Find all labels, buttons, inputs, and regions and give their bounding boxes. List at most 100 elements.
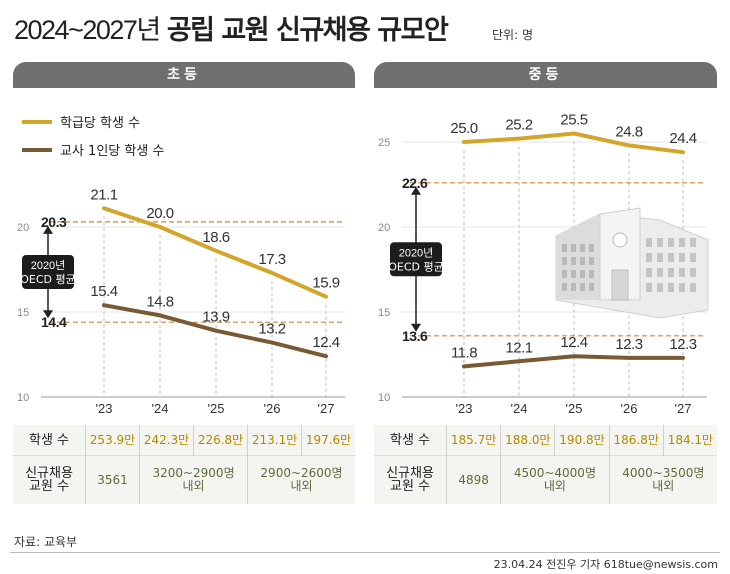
table-cell: 4500~4000명 내외: [500, 455, 610, 504]
series-line-students-per-class: [462, 131, 685, 155]
hires-label-line2: 교원 수: [28, 479, 69, 494]
table-cell: 4000~3500명 내외: [609, 455, 717, 504]
secondary-table: 학생 수 185.7만 188.0만 190.8만 186.8만 184.1만 …: [374, 425, 717, 504]
hires-value: 4898: [458, 472, 489, 487]
data-label: 12.3: [615, 336, 642, 353]
hires-value: 3561: [97, 472, 128, 487]
hires-value: 4000~3500명: [622, 466, 705, 480]
table-cell: 253.9만: [85, 425, 141, 456]
arrow-down-icon: [411, 323, 421, 332]
y-tick-label: 15: [17, 307, 29, 319]
table-cell: 188.0만: [500, 425, 556, 456]
legend-label-students-per-class: 학급당 학생 수: [60, 116, 140, 131]
data-label: 12.4: [312, 334, 339, 351]
y-tick-label: 10: [378, 392, 390, 404]
x-tick-label: '27: [675, 401, 692, 416]
y-tick-label: 10: [17, 392, 29, 404]
table-label-hires: 신규채용 교원 수: [374, 455, 447, 504]
data-label: 21.1: [90, 186, 117, 203]
legend-label-students-per-teacher: 교사 1인당 학생 수: [60, 144, 164, 159]
data-label: 25.2: [505, 117, 532, 134]
oecd-badge: [390, 242, 442, 277]
hires-value-suffix: 내외: [652, 479, 675, 493]
table-cell: 185.7만: [446, 425, 502, 456]
credit-label: 23.04.24 전진우 기자 618tue@newsis.com: [493, 558, 718, 571]
data-label: 24.4: [669, 130, 696, 147]
table-label-students: 학생 수: [374, 425, 447, 456]
data-label: 12.3: [669, 336, 696, 353]
divider: [10, 552, 720, 553]
x-tick-label: '23: [96, 401, 113, 416]
series-line-students-per-teacher: [462, 354, 685, 369]
y-tick-label: 25: [378, 137, 390, 149]
x-tick-label: '24: [152, 401, 169, 416]
source-label: 자료: 교육부: [14, 535, 78, 549]
table-label-students: 학생 수: [13, 425, 86, 456]
table-cell: 190.8만: [554, 425, 610, 456]
table-label-hires: 신규채용 교원 수: [13, 455, 86, 504]
secondary-header: 중등: [374, 62, 717, 88]
table-cell: 3200~2900명 내외: [139, 455, 249, 504]
elementary-table: 학생 수 253.9만 242.3만 226.8만 213.1만 197.6만 …: [13, 425, 355, 504]
arrow-up-icon: [43, 225, 53, 234]
table-cell: 184.1만: [667, 432, 714, 447]
y-tick-label: 20: [17, 222, 29, 234]
x-tick-label: '23: [456, 401, 473, 416]
data-label: 20.0: [146, 205, 173, 222]
data-label: 24.8: [615, 123, 642, 140]
x-tick-label: '26: [264, 401, 281, 416]
hires-value-suffix: 내외: [290, 479, 313, 493]
series-line-students-per-teacher: [102, 303, 328, 359]
title-years: 2024~2027년: [14, 15, 161, 45]
hires-value: 2900~2600명: [260, 466, 343, 480]
hires-label-line1: 신규채용: [386, 466, 434, 481]
school-building-icon: [555, 207, 709, 319]
hires-label-line2: 교원 수: [389, 479, 430, 494]
y-tick-label: 20: [378, 222, 390, 234]
data-label: 18.6: [202, 229, 229, 246]
data-label: 17.3: [258, 251, 285, 268]
oecd-badge-line1: 2020년: [399, 246, 434, 259]
data-label: 25.5: [560, 112, 587, 129]
x-tick-label: '26: [621, 401, 638, 416]
series-line-students-per-class: [102, 206, 328, 299]
x-tick-label: '24: [511, 401, 528, 416]
unit-label: 단위: 명: [492, 28, 533, 42]
hires-label-line1: 신규채용: [25, 466, 73, 481]
data-label: 15.9: [312, 275, 339, 292]
hires-value-suffix: 내외: [543, 479, 566, 493]
oecd-badge-line2: OECD 평균: [20, 273, 76, 286]
data-label: 11.8: [451, 344, 477, 361]
table-cell: 4898: [446, 455, 502, 504]
table-cell: 226.8만: [193, 425, 249, 456]
data-label: 14.8: [146, 293, 173, 310]
hires-value-suffix: 내외: [182, 479, 205, 493]
x-tick-label: '25: [566, 401, 583, 416]
x-tick-label: '27: [318, 401, 335, 416]
oecd-value-label: 13.6: [402, 328, 428, 344]
elementary-header: 초등: [13, 62, 355, 88]
title-heading: 공립 교원 신규채용 규모안: [166, 15, 449, 46]
oecd-badge-line1: 2020년: [31, 259, 66, 272]
hires-value: 4500~4000명: [513, 466, 596, 480]
data-label: 25.0: [450, 120, 477, 137]
table-cell: 3561: [85, 455, 141, 504]
table-cell: 213.1만: [247, 425, 303, 456]
data-label: 12.1: [505, 339, 532, 356]
data-label: 13.9: [202, 309, 229, 326]
main-title: 2024~2027년 공립 교원 신규채용 규모안: [14, 8, 449, 47]
table-cell: 197.6만: [305, 432, 352, 447]
oecd-badge: [22, 255, 74, 290]
oecd-badge-line2: OECD 평균: [388, 260, 444, 273]
data-label: 12.4: [560, 334, 587, 351]
table-cell: 242.3만: [139, 425, 195, 456]
arrow-down-icon: [43, 310, 53, 319]
y-tick-label: 15: [378, 307, 390, 319]
table-cell: 186.8만: [609, 425, 664, 456]
arrow-up-icon: [411, 186, 421, 195]
oecd-value-label: 20.3: [41, 214, 67, 230]
oecd-value-label: 22.6: [402, 175, 428, 191]
data-label: 13.2: [258, 321, 285, 338]
data-label: 15.4: [90, 283, 117, 300]
